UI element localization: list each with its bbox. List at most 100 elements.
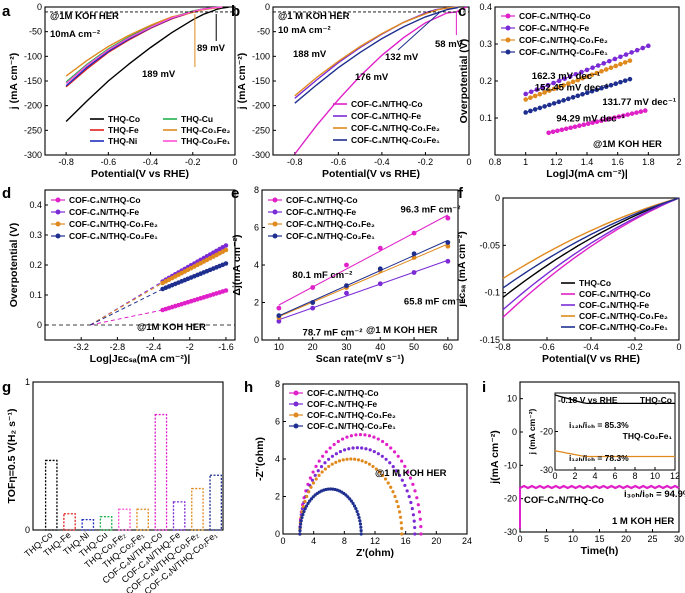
panel-e-xtick-label: 30 (341, 342, 351, 352)
panel-i-xtick-label: 5 (544, 534, 549, 544)
panel-b-ytick-label: -50 (257, 27, 270, 37)
panel-f-curve-2 (502, 197, 680, 311)
panel-b-xtick-label: -0.6 (331, 157, 347, 167)
panel-h-point-0 (403, 464, 407, 469)
panel-label-i: i (482, 379, 486, 396)
panel-a-ytick-label: -150 (24, 76, 42, 86)
panel-d-xtick-label: -3.2 (73, 342, 89, 352)
panel-a-ref-label: 10mA cm⁻² (50, 29, 100, 40)
panel-f-legend-label: THQ-Co (579, 278, 611, 288)
panel-a-legend-label: THQ-Fe (108, 125, 139, 135)
panel-h-legend-marker (293, 390, 299, 396)
panel-i-xtick-label: 15 (594, 534, 604, 544)
panel-g-bar-1 (63, 513, 76, 531)
panel-b-legend-label: COF-C₄N/THQ-Co₁Fe₂ (351, 123, 440, 133)
panel-h-ylabel: -Z''(ohm) (254, 437, 266, 481)
panel-h-point-1 (405, 489, 409, 493)
panel-h-legend-label: COF-C₄N/THQ-Co (307, 388, 379, 398)
panel-h-point-1 (372, 449, 376, 454)
panel-c-ytick-label: 0.1 (479, 113, 492, 123)
panel-g-bar-3 (99, 516, 113, 531)
panel-g-bar-9 (209, 474, 223, 531)
panel-h-point-0 (411, 482, 415, 486)
panel-b-ann-58: 58 mV (435, 39, 464, 50)
panel-g-bar-7 (172, 501, 186, 531)
panel-i-xtick-label: 30 (674, 534, 684, 544)
panel-h-point-0 (367, 434, 372, 438)
panel-d-legend-marker (55, 197, 61, 203)
panel-b-xtick-label: -0.2 (418, 157, 434, 167)
panel-h-point-1 (323, 461, 327, 465)
panel-c-xtick-label: 1.4 (581, 157, 594, 167)
panel-h-point-0 (372, 435, 376, 439)
panel-a-legend-label: THQ-Ni (108, 136, 137, 146)
panel-h-point-2 (314, 477, 318, 481)
panel-h-point-0 (418, 517, 422, 521)
panel-b-ytick-label: 0 (265, 2, 270, 12)
panel-d-xtick-label: -2 (186, 342, 194, 352)
panel-h-point-1 (376, 452, 380, 456)
panel-e-ytick-label: 4 (254, 260, 259, 270)
panel-h-point-2 (317, 473, 321, 477)
panel-h-point-1 (313, 473, 317, 477)
panel-a-ann-89: 89 mV (197, 43, 226, 54)
panel-c-xtick-label: 1.2 (550, 157, 563, 167)
panel-h-point-0 (345, 435, 349, 439)
panel-c-legend-label: COF-C₄N/THQ-Co (519, 11, 591, 21)
panel-h-point-2 (341, 458, 345, 462)
panel-h-point-3 (326, 487, 330, 491)
panel-h-point-2 (305, 494, 309, 499)
panel-h-point-2 (400, 532, 404, 536)
panel-e-point-1 (411, 270, 417, 275)
panel-c-legend-marker (505, 13, 511, 19)
panel-h-point-3 (308, 499, 312, 503)
panel-a-xtick-label: -0.2 (185, 157, 201, 167)
panel-f-legend-label: COF-C₄N/THQ-Co₁Fe₂ (579, 311, 668, 321)
panel-i-inset-name-0: THQ-Co (640, 395, 672, 405)
panel-h-point-0 (416, 503, 420, 507)
panel-d-ytick-label: 0.4 (29, 200, 42, 210)
panel-c-point-0 (642, 108, 648, 113)
panel-label-e: e (231, 185, 239, 202)
panel-e-point-1 (377, 281, 383, 287)
panel-h-point-2 (353, 457, 357, 461)
panel-e-ylabel: Δj(mA cm⁻²) (231, 234, 243, 295)
panel-h-point-1 (397, 473, 402, 477)
panel-i-ytick-label: 0 (512, 427, 517, 437)
panel-i-main-ratio: i₃₀ₕ/i₀ₕ = 94.9% (624, 489, 685, 500)
panel-d-legend-marker (55, 233, 61, 239)
panel-h-point-0 (408, 476, 413, 480)
panel-i-inset-xtick-label: 4 (592, 471, 597, 481)
panel-h-point-3 (359, 525, 363, 529)
panel-a-ann-189: 189 mV (142, 69, 176, 80)
panel-i-main-curve (519, 484, 680, 490)
panel-b-ytick-label: -250 (252, 125, 270, 135)
panel-f-legend-label: COF-C₄N/THQ-Fe (579, 300, 649, 310)
panel-c-xtick-label: 1 (523, 157, 528, 167)
panel-i-inset-curve-0 (554, 394, 675, 405)
panel-c-xtick-label: 1.6 (611, 157, 624, 167)
panel-i-xtick-label: 10 (568, 534, 578, 544)
panel-f-ytick-label: 0 (495, 193, 500, 203)
panel-c-ylabel: Overpotential (V) (458, 39, 470, 124)
panel-h-point-0 (419, 532, 423, 536)
panel-h-point-0 (317, 459, 321, 463)
panel-a-ytick-label: -100 (24, 51, 42, 61)
panel-e-point-1 (310, 305, 316, 311)
panel-h-point-2 (397, 510, 402, 514)
panel-e-point-3 (310, 300, 316, 305)
panel-a-ytick-label: -200 (24, 101, 42, 111)
panel-h-legend-label: COF-C₄N/THQ-Fe (307, 399, 377, 409)
panel-d-extrap-2 (89, 282, 163, 326)
panel-e-point-0 (310, 285, 316, 290)
panel-a-legend-label: THQ-Co₁Fe₂ (181, 125, 231, 135)
panel-h-point-0 (308, 476, 312, 480)
panel-i-inset-xtick-label: 2 (572, 471, 577, 481)
panel-a-ytick-label: 0 (37, 2, 42, 12)
panel-i-inset-ratio-0: i₁₂ₕ/i₀ₕ = 85.3% (569, 420, 629, 430)
panel-i-inset-xtick-label: 6 (612, 471, 617, 481)
panel-h-point-0 (354, 433, 358, 437)
panel-f-curve-0 (502, 197, 680, 298)
panel-a-legend-label: THQ-Co (108, 114, 140, 124)
